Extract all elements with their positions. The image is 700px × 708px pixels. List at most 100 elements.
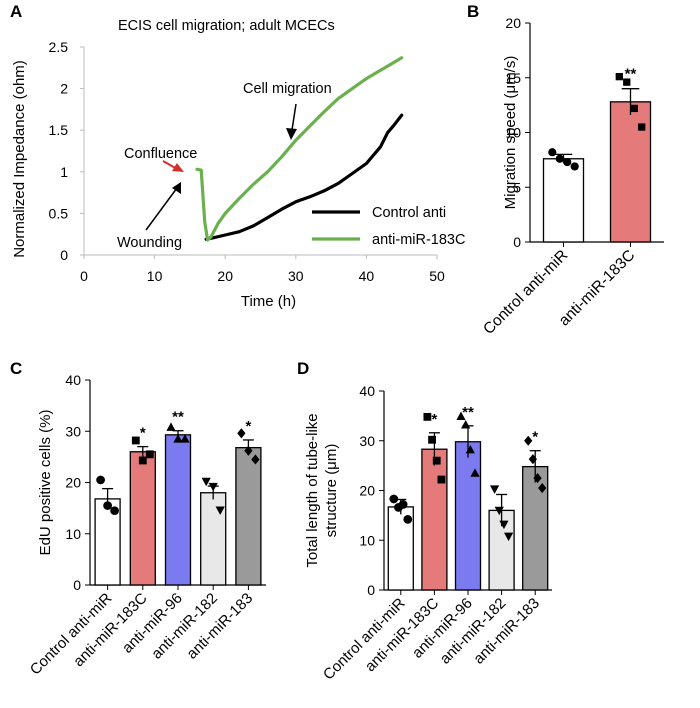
data-point — [524, 435, 533, 446]
data-point — [215, 506, 225, 516]
chart-a-ytick-label: 0 — [60, 247, 68, 263]
data-point — [244, 445, 253, 456]
data-point — [499, 520, 509, 530]
panel-letter-a: A — [10, 2, 22, 21]
bar — [387, 506, 414, 591]
panel-letter-b: B — [467, 2, 479, 21]
data-point — [251, 454, 260, 465]
ytick-label: 0 — [73, 577, 81, 593]
chart-a-ytick-label: 0.5 — [49, 205, 69, 221]
annotation-cell-migration: Cell migration — [243, 81, 332, 97]
significance-label: ** — [172, 409, 184, 426]
significance-label: ** — [462, 404, 474, 421]
data-point — [570, 162, 579, 171]
legend-label: Control anti — [372, 205, 446, 221]
significance-label: * — [431, 411, 437, 428]
category-label: Control anti-miR — [480, 247, 571, 338]
data-point — [403, 514, 413, 524]
data-point — [504, 532, 514, 542]
data-point — [615, 73, 623, 81]
data-point — [563, 157, 572, 167]
ytick-label: 0 — [513, 234, 521, 250]
data-point — [494, 506, 504, 516]
data-point — [437, 475, 446, 484]
ytick-label: 20 — [359, 483, 375, 499]
significance-label: * — [245, 418, 251, 435]
ytick-label: 40 — [65, 372, 81, 388]
chart-a-xtick-label: 20 — [217, 268, 233, 284]
arrow-confluence-head — [172, 163, 184, 172]
data-point — [96, 475, 105, 485]
ytick-label: 10 — [65, 526, 81, 542]
data-point — [456, 411, 466, 421]
annotation-confluence: Confluence — [124, 146, 197, 162]
chart-a-ytick-label: 2.5 — [49, 39, 69, 55]
significance-label: * — [532, 429, 538, 446]
arrow-migration-shaft — [291, 103, 297, 131]
series-line-control — [204, 113, 404, 241]
data-point — [461, 420, 471, 429]
ytick-label: 0 — [367, 582, 375, 598]
data-point — [389, 494, 399, 504]
legend-label: anti-miR-183C — [372, 232, 465, 248]
data-point — [398, 500, 408, 509]
ytick-label: 20 — [65, 475, 81, 491]
data-point — [110, 506, 119, 516]
data-point — [432, 456, 441, 465]
ytick-label: 40 — [359, 383, 375, 399]
data-point — [555, 154, 564, 163]
bar — [542, 158, 585, 243]
chart-a-ytick-label: 1.5 — [49, 122, 69, 138]
arrow-wounding-head — [172, 182, 181, 194]
bar — [454, 441, 482, 591]
data-point — [630, 104, 638, 113]
chart-b-y-title: Migration speed (μm/s) — [502, 56, 519, 210]
data-point — [533, 473, 542, 484]
ytick-label: 10 — [359, 532, 375, 548]
bar — [609, 101, 652, 243]
series-line-anti-mir-183c — [195, 56, 404, 242]
data-point — [138, 456, 147, 465]
chart-a-xtick-label: 40 — [359, 268, 375, 284]
chart-a-xtick-label: 50 — [429, 268, 445, 284]
chart-a-xtick-label: 10 — [147, 268, 163, 284]
chart-c-y-title: EdU positive cells (%) — [37, 410, 54, 556]
data-point — [528, 454, 538, 465]
data-point — [131, 436, 140, 445]
chart-a-ytick-label: 2 — [60, 81, 68, 97]
chart-a-x-title: Time (h) — [241, 293, 296, 310]
data-point — [623, 78, 631, 86]
ytick-label: 30 — [359, 433, 375, 449]
data-point — [145, 450, 154, 459]
chart-a-title: ECIS cell migration; adult MCECs — [118, 18, 335, 34]
y-title-line: structure (μm) — [323, 444, 340, 538]
bar — [421, 448, 448, 591]
bar — [235, 446, 262, 586]
data-point — [103, 501, 112, 510]
data-point — [423, 412, 432, 421]
significance-label: ** — [625, 66, 637, 83]
data-point — [465, 444, 475, 454]
significance-label: * — [140, 425, 146, 442]
bar — [129, 451, 156, 586]
ytick-label: 30 — [65, 423, 81, 439]
chart-a-xtick-label: 0 — [80, 268, 88, 284]
data-point — [208, 482, 218, 492]
y-title-line: Total length of tube-like — [304, 413, 321, 567]
chart-d-y-title: Total length of tube-like structure (μm) — [304, 413, 340, 567]
data-point — [428, 435, 436, 444]
data-point — [180, 434, 190, 443]
chart-a-xtick-label: 30 — [288, 268, 304, 284]
ytick-label: 15 — [505, 70, 521, 86]
data-point — [201, 477, 211, 487]
chart-a-ytick-label: 1 — [60, 164, 68, 180]
arrow-wounding-shaft — [145, 187, 178, 231]
data-point — [548, 148, 557, 157]
data-point — [173, 434, 183, 443]
annotation-wounding: Wounding — [117, 235, 182, 251]
data-point — [490, 485, 500, 494]
arrow-migration-head — [286, 128, 297, 140]
ytick-label: 10 — [505, 125, 521, 141]
chart-a-y-title: Normalized Impedance (ohm) — [11, 60, 28, 258]
